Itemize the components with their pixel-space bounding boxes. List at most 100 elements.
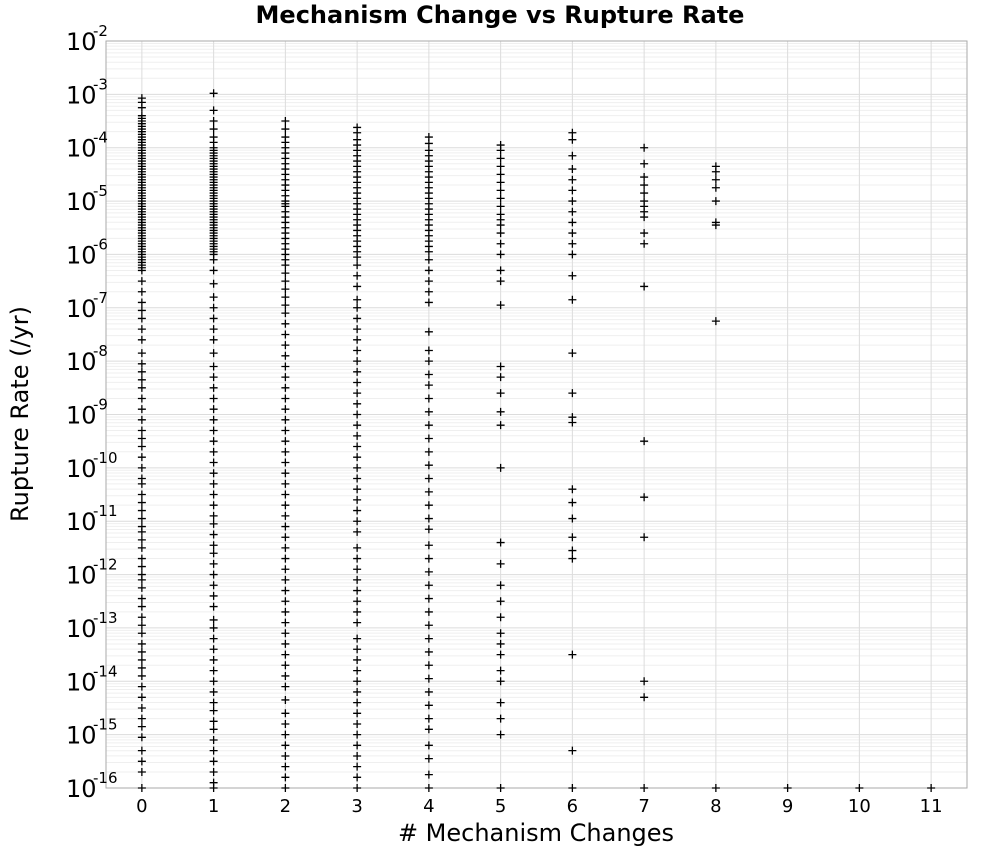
data-point [353,495,362,504]
data-point [424,487,433,496]
data-point [353,677,362,686]
y-tick-base: 10 [66,615,97,643]
data-point [209,559,218,568]
data-point [137,757,146,766]
data-point [137,527,146,536]
data-point [209,519,218,528]
data-point [424,621,433,630]
data-point [424,594,433,603]
data-point [281,458,290,467]
data-point [424,346,433,355]
data-point [496,389,505,398]
data-point [281,682,290,691]
data-point [496,698,505,707]
data-point [281,501,290,510]
x-tick-label: 3 [351,796,362,817]
data-point [640,493,649,502]
data-point [496,154,505,163]
y-tick-exponent: -16 [93,769,118,787]
data-point [137,434,146,443]
data-point [137,722,146,731]
data-point [640,143,649,152]
y-tick-base: 10 [66,722,97,750]
data-point [137,746,146,755]
data-point [209,725,218,734]
data-point [353,527,362,536]
data-point [424,394,433,403]
data-point [137,498,146,507]
data-point [209,501,218,510]
data-point [496,170,505,179]
data-point [281,330,290,339]
data-point [424,255,433,264]
data-point [424,434,433,443]
data-point [424,525,433,534]
data-point [353,410,362,419]
data-point [137,575,146,584]
data-point [568,135,577,144]
data-point [281,784,290,792]
y-tick-label: 10-2 [66,22,108,56]
data-point [209,447,218,456]
x-tick-label: 6 [567,796,578,817]
data-point [209,89,218,98]
data-point [209,666,218,675]
data-point [281,293,290,302]
data-point [137,298,146,307]
data-point [281,695,290,704]
data-point [711,197,720,206]
x-tick-label: 11 [920,796,943,817]
data-point [568,514,577,523]
data-point [353,543,362,552]
data-point [137,663,146,672]
x-tick-label: 2 [280,796,291,817]
data-point [496,362,505,371]
data-point [568,485,577,494]
data-point [424,407,433,416]
data-point [496,407,505,416]
data-point [568,650,577,659]
data-point [281,277,290,286]
data-point [209,373,218,382]
data-point [137,535,146,544]
data-point [281,597,290,606]
y-tick-exponent: -3 [93,75,108,93]
data-point [137,647,146,656]
data-point [209,349,218,358]
data-point [496,194,505,203]
data-point [496,538,505,547]
data-point [281,309,290,318]
data-point [568,186,577,195]
data-point [209,266,218,275]
y-tick-label: 10-12 [66,556,118,590]
data-point [353,442,362,451]
data-point [137,639,146,648]
y-tick-exponent: -2 [93,22,108,40]
data-point [209,426,218,435]
data-point [209,511,218,520]
data-point [568,128,577,137]
data-point [640,181,649,190]
data-point [137,306,146,315]
data-point [137,349,146,358]
y-axis-label: Rupture Rate (/yr) [6,306,34,522]
data-point [496,229,505,238]
data-point [424,541,433,550]
data-point [353,784,362,792]
data-point [711,167,720,176]
y-tick-label: 10-7 [66,289,108,323]
y-tick-exponent: -14 [93,662,118,680]
data-point [568,349,577,358]
data-point [568,207,577,216]
data-point [281,554,290,563]
y-tick-label: 10-6 [66,235,108,269]
data-point [568,784,577,792]
data-point [209,645,218,654]
y-tick-base: 10 [66,455,97,483]
data-point [424,357,433,366]
data-point [424,725,433,734]
data-point [353,271,362,280]
data-point [281,671,290,680]
data-point [496,146,505,155]
